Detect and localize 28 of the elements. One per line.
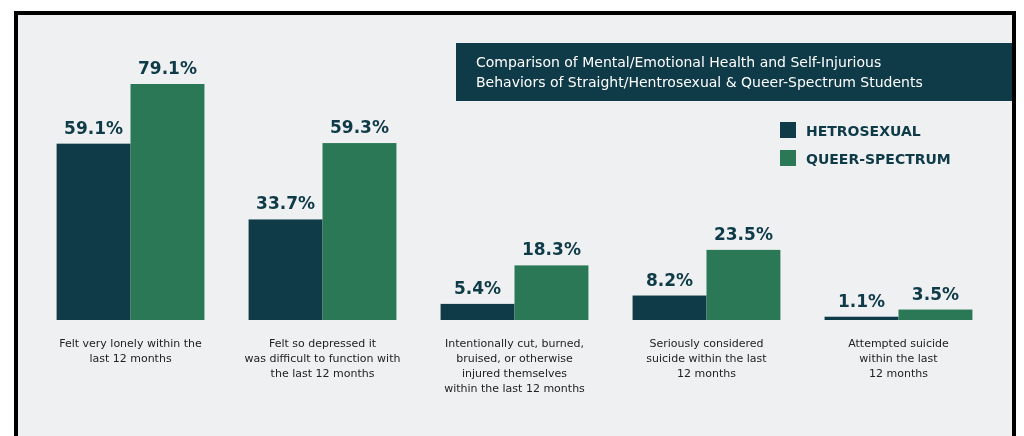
data-label: 1.1% bbox=[837, 290, 886, 311]
data-label: 8.2% bbox=[645, 269, 694, 290]
chart-title: Comparison of Mental/Emotional Health and Self-Injurious Behaviors of Straight/Hentrosexual & Queer-Spectrum Students bbox=[476, 54, 923, 90]
bar bbox=[248, 219, 323, 320]
x-tick-label: Felt so depressed it was difficult to function with the last 12 months bbox=[244, 337, 401, 380]
data-label: 23.5% bbox=[713, 223, 773, 244]
data-label: 59.3% bbox=[329, 117, 389, 138]
x-tick-label: Seriously considered suicide within the last 12 months bbox=[646, 337, 768, 380]
x-tick-label: Intentionally cut, burned, bruised, or otherwise injured themselves within the last 12 months bbox=[444, 337, 586, 395]
x-tick-label: Felt very lonely within the last 12 months bbox=[59, 337, 203, 365]
data-label: 79.1% bbox=[137, 58, 197, 78]
bar bbox=[56, 143, 131, 320]
data-label: 3.5% bbox=[911, 283, 960, 304]
bar bbox=[898, 309, 973, 320]
legend-label: QUEER-SPECTRUM bbox=[806, 151, 951, 167]
bar bbox=[706, 249, 781, 320]
legend-label: HETROSEXUAL bbox=[806, 123, 921, 139]
bar bbox=[130, 84, 205, 320]
data-label: 59.1% bbox=[64, 117, 124, 138]
bar bbox=[440, 303, 515, 320]
data-label: 5.4% bbox=[453, 277, 502, 298]
bar bbox=[322, 143, 397, 320]
data-label: 33.7% bbox=[256, 193, 316, 214]
bar bbox=[632, 295, 707, 320]
x-tick-label: Attempted suicide within the last 12 months bbox=[848, 337, 950, 380]
bar bbox=[824, 316, 899, 320]
bar bbox=[514, 265, 589, 320]
data-label: 18.3% bbox=[521, 239, 581, 260]
